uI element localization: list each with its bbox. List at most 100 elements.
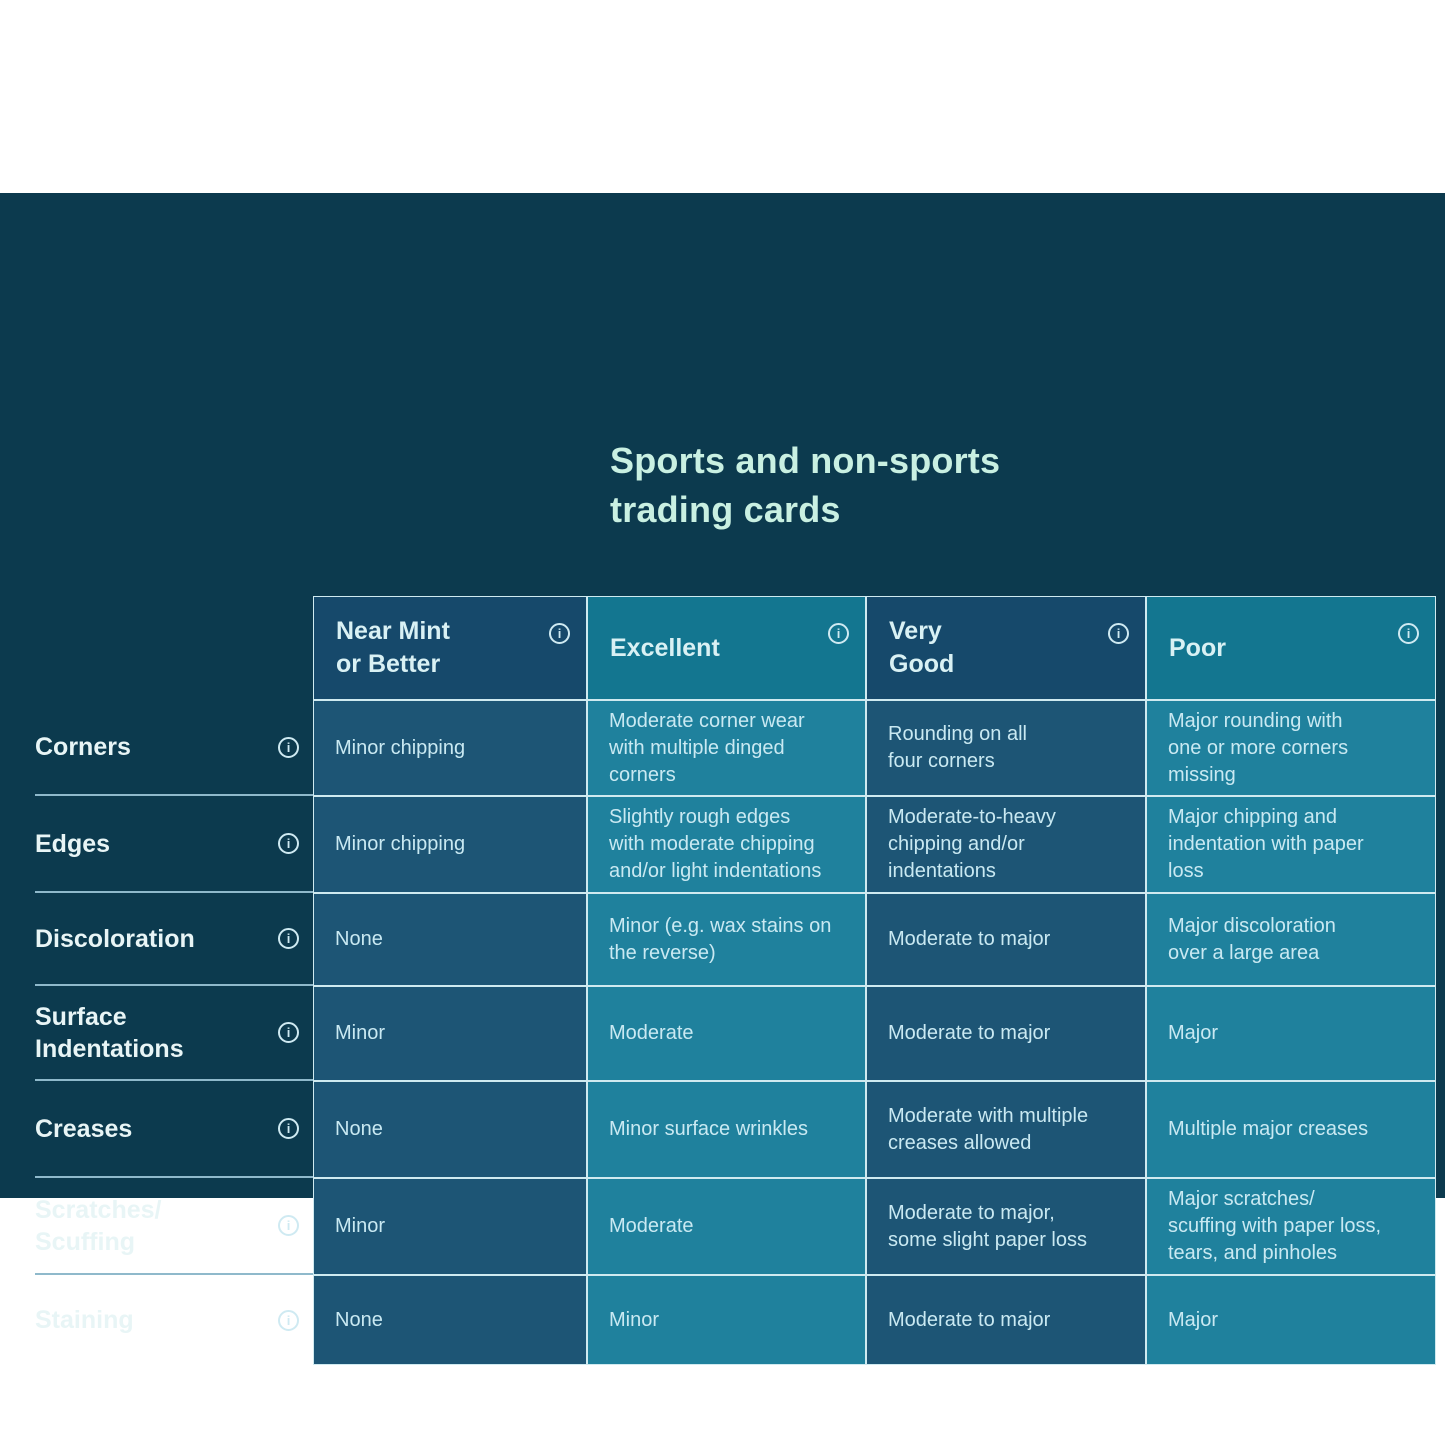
info-icon[interactable]: i — [549, 623, 570, 644]
row-label-discoloration: Discoloration i — [35, 893, 313, 986]
row-label-creases: Creases i — [35, 1081, 313, 1178]
grade-cell: Minor — [313, 986, 587, 1081]
info-icon[interactable]: i — [278, 736, 299, 758]
grade-cell-text: Slightly rough edges with moderate chipp… — [609, 806, 822, 882]
info-icon-glyph: i — [286, 1121, 291, 1136]
grade-cell-text: Major scratches/ scuffing with paper los… — [1168, 1188, 1382, 1264]
info-icon-glyph: i — [286, 836, 291, 851]
info-icon-glyph: i — [286, 931, 291, 946]
panel-title: Sports and non-sports trading cards — [610, 440, 1001, 530]
info-icon[interactable]: i — [828, 623, 849, 644]
grade-cell: Moderate to major — [866, 1275, 1146, 1365]
row-label-text: Surface Indentations — [35, 1002, 184, 1063]
column-header-label: Excellent — [610, 633, 720, 662]
grade-cell: Minor chipping — [313, 700, 587, 796]
info-icon[interactable]: i — [278, 1309, 299, 1331]
grade-cell: Moderate-to-heavy chipping and/or indent… — [866, 796, 1146, 893]
grade-cell: None — [313, 893, 587, 986]
grade-cell: Minor chipping — [313, 796, 587, 893]
grade-cell-text: Moderate — [609, 1022, 694, 1044]
grade-cell: Rounding on all four corners — [866, 700, 1146, 796]
grade-cell: Slightly rough edges with moderate chipp… — [587, 796, 866, 893]
row-label-text: Staining — [35, 1306, 134, 1334]
row-label-text: Creases — [35, 1114, 133, 1143]
row-label-staining: Staining i — [35, 1275, 313, 1365]
info-icon-glyph: i — [286, 1312, 291, 1328]
row-label-text: Scratches/ Scuffing — [35, 1195, 162, 1256]
column-header-excellent: Excellent i — [587, 596, 866, 700]
grade-cell-text: Minor chipping — [335, 736, 466, 759]
grade-cell: Minor — [313, 1178, 587, 1275]
grade-cell: Moderate with multiple creases allowed — [866, 1081, 1146, 1178]
row-label-corners: Corners i — [35, 700, 313, 796]
grade-cell-text: None — [335, 1118, 383, 1140]
grade-cell: Minor surface wrinkles — [587, 1081, 866, 1178]
grade-cell: Major rounding with one or more corners … — [1146, 700, 1436, 796]
grade-cell-text: Moderate to major — [888, 1022, 1051, 1044]
grade-cell-text: Moderate with multiple creases allowed — [888, 1104, 1089, 1154]
column-header-near-mint-or-better: Near Mint or Better i — [313, 596, 587, 700]
info-icon[interactable]: i — [1108, 623, 1129, 644]
row-label-surface-indentations: Surface Indentations i — [35, 986, 313, 1081]
grade-cell-text: None — [335, 1308, 383, 1331]
info-icon-glyph: i — [1406, 626, 1411, 641]
grade-cell: Major — [1146, 986, 1436, 1081]
grade-cell-text: Minor — [335, 1022, 386, 1044]
info-icon[interactable]: i — [278, 1215, 299, 1236]
grading-panel: Sports and non-sports trading cards Near… — [0, 193, 1445, 1365]
row-label-text: Discoloration — [35, 924, 195, 953]
grade-cell-text: Multiple major creases — [1168, 1118, 1369, 1140]
row-label-scratches-scuffing: Scratches/ Scuffing i — [35, 1178, 313, 1275]
info-icon-glyph: i — [286, 739, 291, 755]
info-icon-glyph: i — [286, 1218, 291, 1233]
info-icon-glyph: i — [557, 626, 562, 641]
grade-cell-text: Major — [1168, 1022, 1219, 1044]
info-icon[interactable]: i — [278, 833, 299, 854]
grade-cell: Moderate — [587, 986, 866, 1081]
column-header-very-good: Very Good i — [866, 596, 1146, 700]
grade-cell: Moderate to major, some slight paper los… — [866, 1178, 1146, 1275]
grade-cell-text: None — [335, 928, 383, 950]
grade-cell: Moderate to major — [866, 986, 1146, 1081]
grading-table: Near Mint or Better i Excellent i Very G… — [35, 596, 1436, 1365]
info-icon-glyph: i — [286, 1025, 291, 1040]
column-header-poor: Poor i — [1146, 596, 1436, 700]
grade-cell-text: Rounding on all four corners — [888, 723, 1027, 772]
grade-cell-text: Minor — [609, 1308, 660, 1331]
grade-cell-text: Moderate to major, some slight paper los… — [888, 1201, 1087, 1251]
grade-cell-text: Minor chipping — [335, 833, 466, 855]
column-header-label: Very Good — [889, 617, 955, 678]
grade-cell: Multiple major creases — [1146, 1081, 1436, 1178]
grade-cell: Moderate — [587, 1178, 866, 1275]
info-icon[interactable]: i — [278, 1022, 299, 1043]
grade-cell-text: Moderate corner wear with multiple dinge… — [609, 709, 805, 786]
grade-cell-text: Major chipping and indentation with pape… — [1168, 806, 1364, 882]
info-icon-glyph: i — [836, 626, 841, 641]
row-label-edges: Edges i — [35, 796, 313, 893]
grade-cell-text: Moderate-to-heavy chipping and/or indent… — [888, 806, 1056, 882]
grade-cell-text: Major discoloration over a large area — [1168, 914, 1336, 964]
grade-cell-text: Minor surface wrinkles — [609, 1118, 808, 1140]
grade-cell: Major scratches/ scuffing with paper los… — [1146, 1178, 1436, 1275]
column-header-label: Poor — [1169, 633, 1226, 662]
grade-cell: Moderate to major — [866, 893, 1146, 986]
grade-cell: Major chipping and indentation with pape… — [1146, 796, 1436, 893]
table-corner-spacer — [35, 596, 313, 700]
grade-cell-text: Major — [1168, 1308, 1219, 1331]
grade-cell: Major discoloration over a large area — [1146, 893, 1436, 986]
grade-cell-text: Major rounding with one or more corners … — [1168, 709, 1349, 786]
grade-cell: Moderate corner wear with multiple dinge… — [587, 700, 866, 796]
grade-cell-text: Minor — [335, 1215, 386, 1237]
grade-cell-text: Moderate to major — [888, 1308, 1051, 1331]
row-label-text: Corners — [35, 733, 131, 761]
column-header-label: Near Mint or Better — [336, 617, 450, 678]
grade-cell-text: Moderate to major — [888, 928, 1051, 950]
grade-cell-text: Minor (e.g. wax stains on the reverse) — [609, 914, 832, 964]
info-icon[interactable]: i — [278, 1118, 299, 1139]
info-icon[interactable]: i — [278, 928, 299, 949]
info-icon-glyph: i — [1116, 626, 1121, 641]
info-icon[interactable]: i — [1398, 623, 1419, 644]
grade-cell-text: Moderate — [609, 1215, 694, 1237]
grade-cell: None — [313, 1081, 587, 1178]
